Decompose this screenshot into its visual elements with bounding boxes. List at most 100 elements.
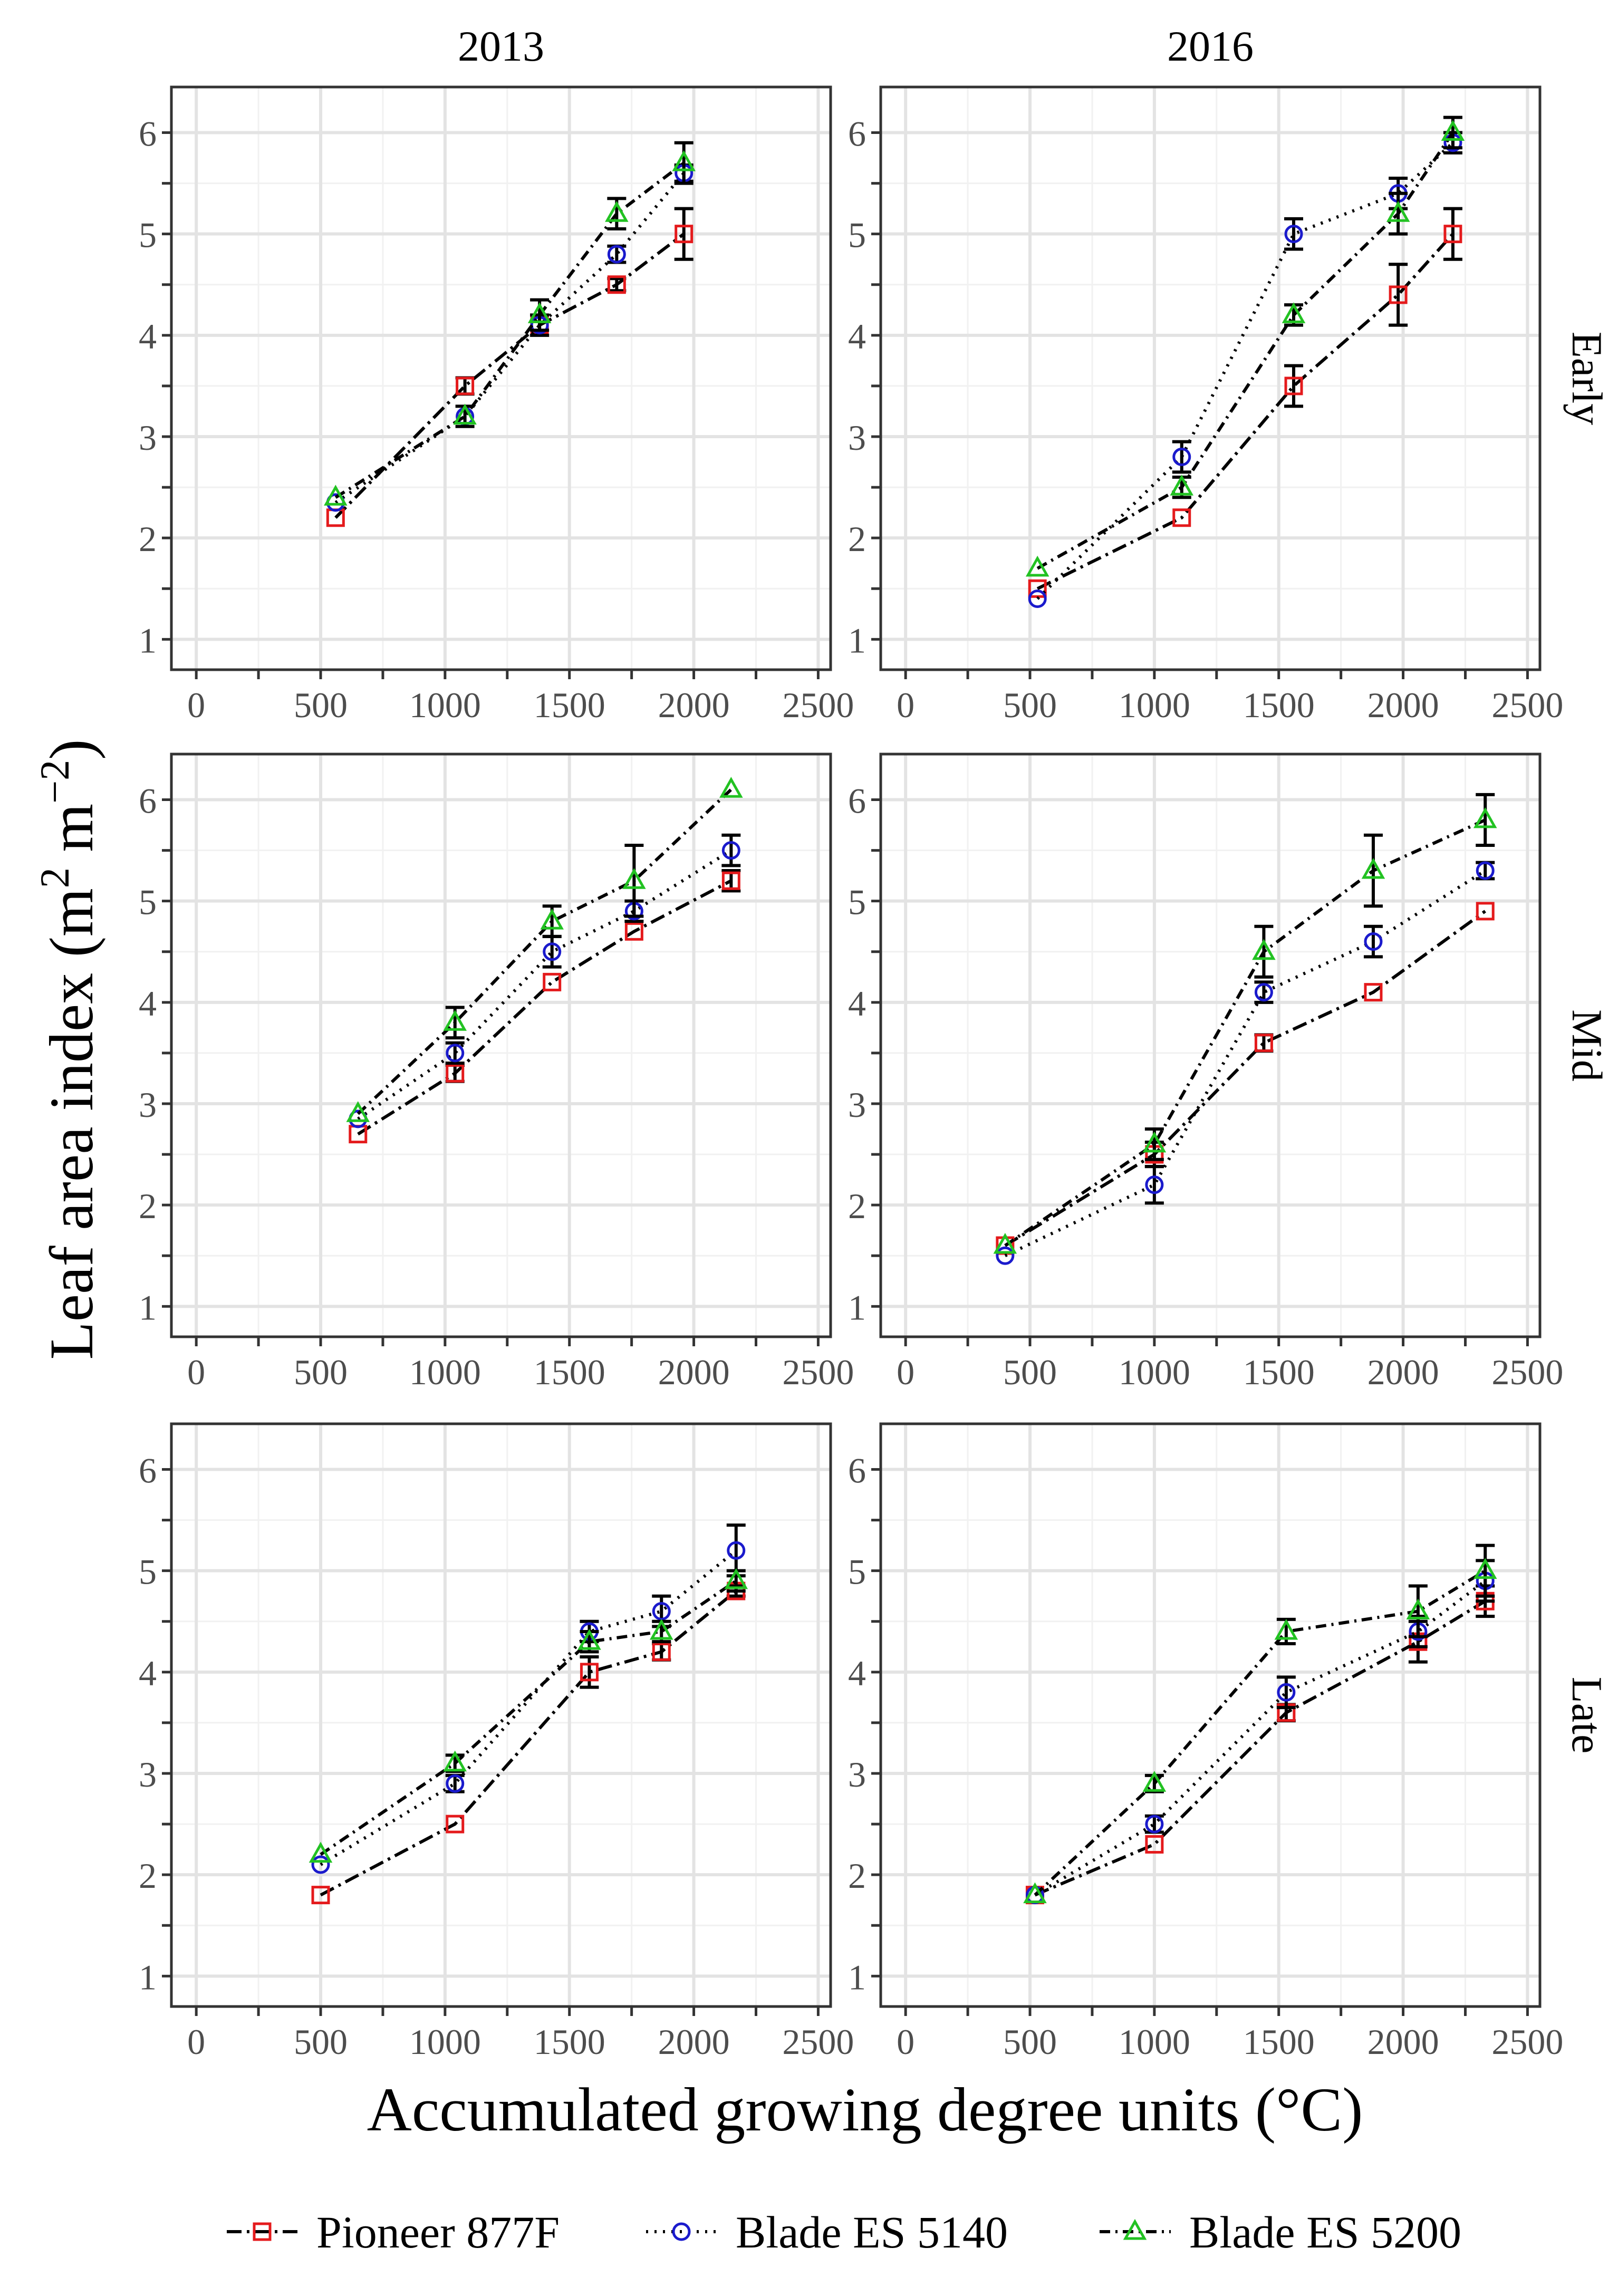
point-blade-es-5200 [577, 1629, 601, 1650]
y-tick-label: 2 [848, 1186, 866, 1226]
x-tick-label: 0 [187, 1352, 205, 1392]
point-blade-es-5140 [543, 942, 562, 961]
x-tick-label: 2500 [1491, 2022, 1563, 2062]
point-blade-es-5200 [622, 868, 646, 889]
point-blade-es-5200 [1023, 1882, 1047, 1904]
point-pioneer-877f [1476, 902, 1495, 921]
x-tick-label: 0 [897, 685, 914, 725]
point-blade-es-5140 [721, 841, 740, 860]
x-tick-label: 500 [1003, 2022, 1057, 2062]
y-tick-label: 6 [139, 113, 157, 153]
point-blade-es-5140 [1172, 447, 1191, 466]
y-tick-label: 5 [139, 1552, 157, 1592]
y-tick-label: 1 [848, 1957, 866, 1997]
x-axis-title: Accumulated growing degree units (°C) [367, 2075, 1363, 2144]
y-tick-label: 1 [139, 1287, 157, 1327]
y-tick-label: 3 [848, 1754, 866, 1795]
y-tick-label: 3 [139, 1085, 157, 1125]
point-pioneer-877f [1172, 508, 1191, 527]
series-line-blade-es-5200 [320, 1579, 737, 1856]
series-line-blade-es-5140 [1034, 1579, 1487, 1897]
legend-label-blade-es-5140: Blade ES 5140 [736, 2207, 1008, 2258]
strip-label-mid: Mid [1563, 1009, 1611, 1082]
point-blade-es-5200 [1386, 201, 1410, 222]
point-blade-es-5200 [605, 201, 629, 222]
point-pioneer-877f [652, 1642, 671, 1661]
x-tick-label: 1500 [534, 2022, 605, 2062]
y-tick-label: 5 [139, 882, 157, 922]
point-blade-es-5140 [1364, 932, 1383, 951]
point-pioneer-877f [675, 225, 694, 244]
point-blade-es-5200 [309, 1841, 333, 1863]
panel-2013-mid: 1 2 3 4 5 6 0 500 1000 1500 2000 2500 [139, 753, 854, 1392]
y-tick-label: 2 [848, 519, 866, 559]
x-tick-label: 1000 [409, 2022, 481, 2062]
x-tick-label: 2000 [658, 2022, 730, 2062]
panel-border [879, 753, 1542, 1338]
y-tick-label: 3 [848, 1085, 866, 1125]
point-blade-es-5200 [719, 777, 743, 798]
point-blade-es-5140 [1028, 589, 1047, 608]
point-pioneer-877f [1389, 285, 1408, 304]
point-blade-es-5140 [727, 1541, 746, 1560]
point-blade-es-5200 [649, 1618, 673, 1640]
x-tick-label: 1500 [1243, 2022, 1315, 2062]
point-blade-es-5200 [540, 908, 564, 930]
y-axis-title-mid: m [37, 804, 106, 867]
series-line-pioneer-877f [357, 879, 732, 1136]
point-pioneer-877f [456, 377, 475, 395]
point-blade-es-5200 [453, 403, 477, 425]
y-axis-title-sup1: 2 [32, 867, 78, 888]
y-tick-label: 5 [139, 215, 157, 255]
point-blade-es-5200 [1361, 857, 1385, 879]
x-tick-label: 2000 [1367, 1352, 1439, 1392]
y-tick-label: 3 [139, 418, 157, 458]
y-tick-label: 2 [139, 1856, 157, 1896]
x-tick-label: 1500 [1243, 685, 1315, 725]
point-blade-es-5140 [446, 1774, 465, 1793]
point-blade-es-5200 [1142, 1131, 1167, 1153]
y-tick-label: 1 [139, 620, 157, 660]
y-tick-label: 1 [848, 620, 866, 660]
x-tick-label: 2500 [1491, 685, 1563, 725]
point-blade-es-5140 [996, 1246, 1015, 1265]
x-tick-label: 500 [294, 2022, 348, 2062]
y-axis-title-main: Leaf area index (m [37, 888, 106, 1359]
y-axis-title-sup2: −2 [32, 760, 78, 804]
legend: Pioneer 877F Blade ES 5140 Blade ES 5200 [227, 2207, 1461, 2258]
panel-2016-mid: 1 2 3 4 5 6 0 500 1000 1500 2000 2500 [848, 753, 1563, 1392]
point-blade-es-5200 [1441, 120, 1465, 141]
point-pioneer-877f [1284, 377, 1303, 395]
x-tick-label: 1500 [1243, 1352, 1315, 1392]
panel-2016-early: 1 2 3 4 5 6 0 500 1000 1500 2000 2500 [848, 85, 1563, 725]
panel-border [170, 753, 832, 1338]
x-tick-label: 2000 [1367, 2022, 1439, 2062]
point-blade-es-5200 [1025, 555, 1049, 577]
legend-marker-pioneer-877f [253, 2222, 272, 2241]
y-tick-label: 5 [848, 215, 866, 255]
point-pioneer-877f [607, 275, 626, 294]
y-tick-label: 6 [139, 780, 157, 821]
x-tick-label: 0 [897, 2022, 914, 2062]
panel-2013-late: 1 2 3 4 5 6 0 500 1000 1500 2000 2500 [139, 1422, 854, 2062]
y-tick-label: 6 [848, 113, 866, 153]
point-blade-es-5200 [527, 302, 552, 323]
panel-border [170, 85, 832, 671]
point-blade-es-5200 [443, 1750, 467, 1772]
point-pioneer-877f [1028, 579, 1047, 598]
point-blade-es-5140 [1254, 983, 1273, 1002]
strip-label-early: Early [1563, 332, 1611, 426]
point-blade-es-5200 [443, 1010, 467, 1031]
strip-label-late: Late [1563, 1677, 1611, 1754]
y-tick-label: 1 [848, 1287, 866, 1327]
panel-border [170, 1422, 832, 2008]
y-tick-label: 3 [848, 418, 866, 458]
y-tick-label: 5 [848, 882, 866, 922]
panel-2013-early: 1 2 3 4 5 6 0 500 1000 1500 2000 2500 [139, 85, 854, 725]
panel-border [879, 85, 1542, 671]
strip-label-2013: 2013 [458, 22, 544, 70]
series-line-pioneer-877f [1004, 910, 1486, 1247]
point-blade-es-5140 [607, 245, 626, 264]
